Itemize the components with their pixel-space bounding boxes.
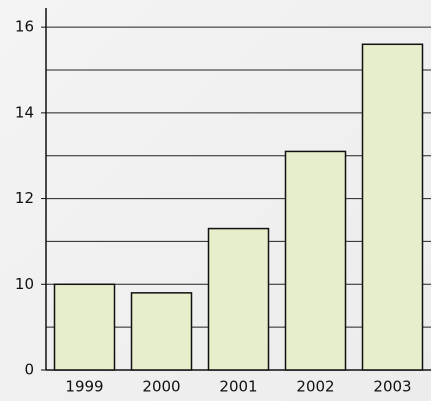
y-tick-label: 14 — [15, 103, 34, 121]
bar — [130, 292, 193, 371]
x-tick-label: 2002 — [296, 378, 334, 396]
y-tick-label: 0 — [24, 361, 34, 379]
y-tick-label: 12 — [15, 189, 34, 207]
bar — [207, 227, 270, 371]
bar — [284, 150, 347, 371]
bar — [361, 43, 424, 371]
y-tick-label: 16 — [15, 18, 34, 36]
x-tick-label: 2003 — [373, 378, 411, 396]
x-tick-label: 2001 — [219, 378, 257, 396]
bar — [53, 283, 116, 371]
y-tick-label: 10 — [15, 275, 34, 293]
x-tick-label: 1999 — [65, 378, 103, 396]
x-tick-label: 2000 — [142, 378, 180, 396]
